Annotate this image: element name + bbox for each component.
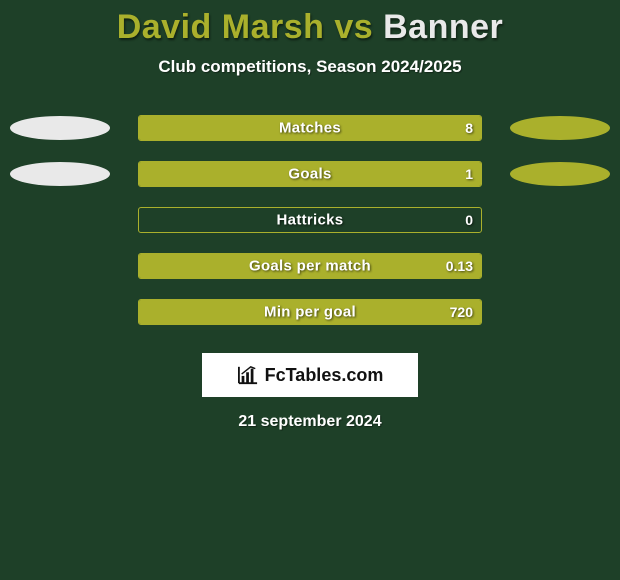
title-vs: vs <box>324 8 383 46</box>
stat-label: Matches <box>279 120 341 137</box>
title-left: David Marsh <box>117 8 325 46</box>
left-ellipse <box>10 116 110 140</box>
bar-chart-icon <box>237 365 259 385</box>
page-title: David Marsh vs Banner <box>0 0 620 47</box>
bar-track: Min per goal 720 <box>138 299 482 325</box>
stat-label: Hattricks <box>277 212 344 229</box>
stat-value: 8 <box>465 120 473 136</box>
left-ellipse <box>10 162 110 186</box>
subtitle: Club competitions, Season 2024/2025 <box>0 57 620 77</box>
bar-track: Goals 1 <box>138 161 482 187</box>
stat-value: 1 <box>465 166 473 182</box>
bar-track: Hattricks 0 <box>138 207 482 233</box>
stat-value: 0.13 <box>446 258 473 274</box>
stats-container: Matches 8 Goals 1 Hattricks 0 Goals per match 0… <box>0 105 620 335</box>
stat-row: Goals 1 <box>0 151 620 197</box>
right-ellipse <box>510 162 610 186</box>
stat-label: Goals <box>288 166 331 183</box>
stat-value: 720 <box>450 304 473 320</box>
stat-row: Goals per match 0.13 <box>0 243 620 289</box>
right-ellipse <box>510 116 610 140</box>
brand-text: FcTables.com <box>265 365 384 386</box>
bar-track: Matches 8 <box>138 115 482 141</box>
stat-label: Min per goal <box>264 304 356 321</box>
date-line: 21 september 2024 <box>0 413 620 431</box>
brand-badge: FcTables.com <box>202 353 418 397</box>
stat-row: Min per goal 720 <box>0 289 620 335</box>
bar-track: Goals per match 0.13 <box>138 253 482 279</box>
stat-value: 0 <box>465 212 473 228</box>
title-right: Banner <box>383 8 503 46</box>
stat-row: Hattricks 0 <box>0 197 620 243</box>
stat-label: Goals per match <box>249 258 371 275</box>
stat-row: Matches 8 <box>0 105 620 151</box>
